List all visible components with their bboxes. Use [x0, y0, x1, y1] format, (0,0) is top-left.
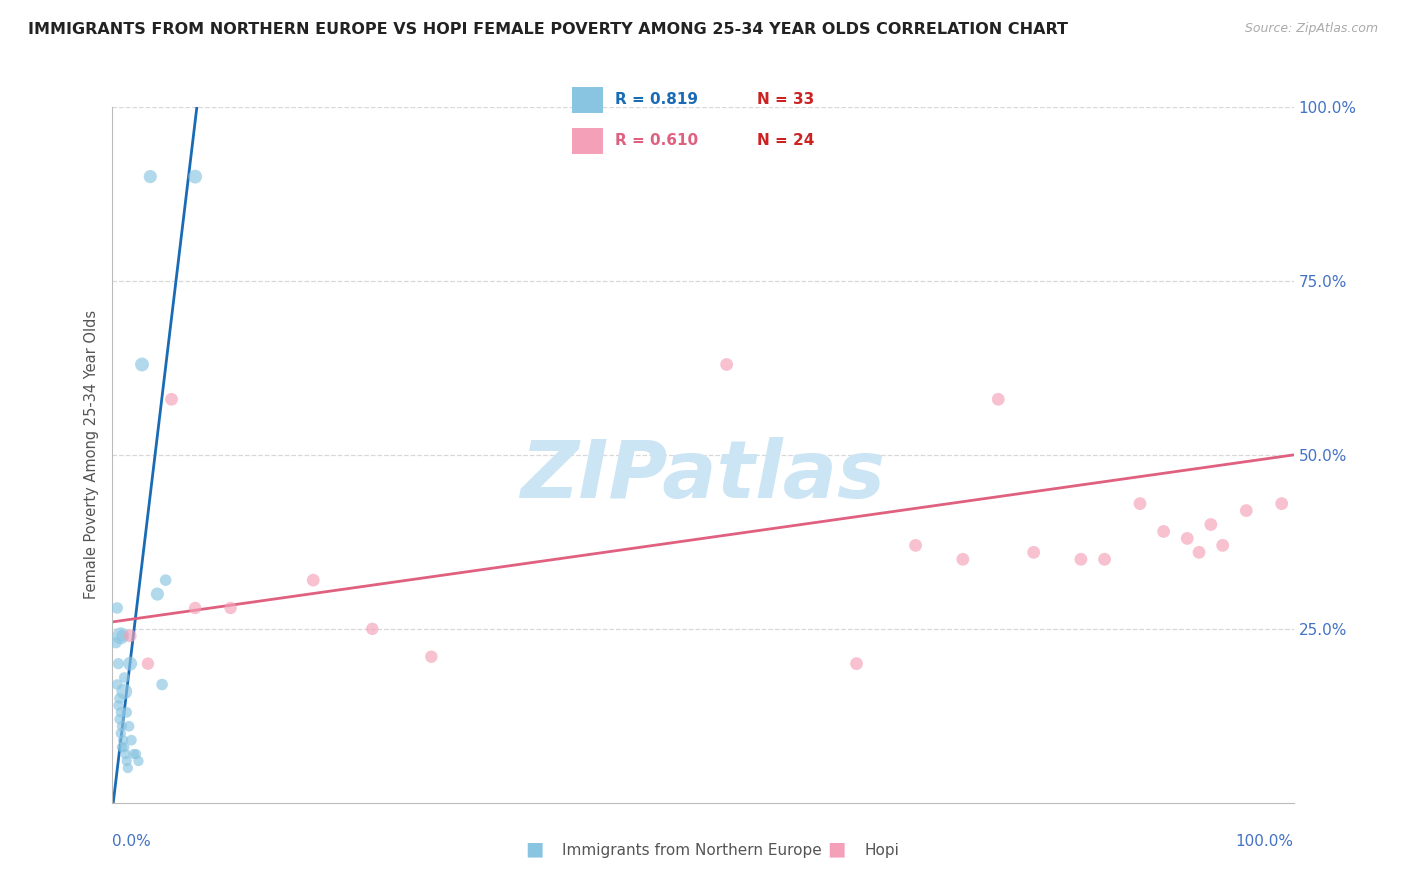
- Point: [160, 392, 183, 407]
- Point: [716, 358, 738, 372]
- Point: [131, 358, 153, 372]
- Text: ZIPatlas: ZIPatlas: [520, 437, 886, 515]
- Text: N = 24: N = 24: [758, 134, 814, 148]
- Point: [1188, 545, 1211, 559]
- Point: [115, 754, 138, 768]
- Text: 100.0%: 100.0%: [1236, 834, 1294, 849]
- Text: R = 0.610: R = 0.610: [614, 134, 699, 148]
- Point: [150, 677, 173, 691]
- Point: [111, 719, 134, 733]
- Point: [105, 636, 128, 650]
- Point: [120, 733, 142, 747]
- Bar: [572, 87, 603, 113]
- Point: [302, 573, 325, 587]
- Point: [1199, 517, 1222, 532]
- Point: [1022, 545, 1045, 559]
- Text: IMMIGRANTS FROM NORTHERN EUROPE VS HOPI FEMALE POVERTY AMONG 25-34 YEAR OLDS COR: IMMIGRANTS FROM NORTHERN EUROPE VS HOPI …: [28, 22, 1069, 37]
- Point: [122, 747, 145, 761]
- Text: N = 33: N = 33: [758, 93, 814, 107]
- Text: ■: ■: [827, 839, 846, 858]
- Text: 0.0%: 0.0%: [112, 834, 152, 849]
- Point: [1094, 552, 1116, 566]
- Point: [111, 629, 134, 643]
- Point: [127, 754, 149, 768]
- Point: [125, 747, 148, 761]
- Point: [112, 684, 135, 698]
- Point: [361, 622, 384, 636]
- Point: [904, 538, 927, 552]
- Text: R = 0.819: R = 0.819: [614, 93, 697, 107]
- Point: [952, 552, 974, 566]
- Text: Source: ZipAtlas.com: Source: ZipAtlas.com: [1244, 22, 1378, 36]
- Point: [1212, 538, 1234, 552]
- Bar: [572, 128, 603, 154]
- Point: [155, 573, 177, 587]
- Point: [184, 601, 207, 615]
- Point: [118, 719, 141, 733]
- Point: [117, 761, 139, 775]
- Point: [107, 698, 129, 713]
- Point: [1271, 497, 1294, 511]
- Text: ■: ■: [524, 839, 544, 858]
- Y-axis label: Female Poverty Among 25-34 Year Olds: Female Poverty Among 25-34 Year Olds: [84, 310, 100, 599]
- Point: [1070, 552, 1092, 566]
- Point: [146, 587, 169, 601]
- Point: [845, 657, 868, 671]
- Point: [105, 677, 128, 691]
- Point: [1153, 524, 1175, 539]
- Point: [1234, 503, 1257, 517]
- Point: [115, 706, 138, 720]
- Point: [987, 392, 1010, 407]
- Point: [420, 649, 443, 664]
- Point: [108, 712, 131, 726]
- Point: [112, 733, 135, 747]
- Point: [110, 629, 132, 643]
- Point: [107, 657, 129, 671]
- Point: [114, 747, 136, 761]
- Point: [105, 601, 128, 615]
- Point: [1129, 497, 1152, 511]
- Point: [219, 601, 242, 615]
- Point: [1175, 532, 1198, 546]
- Point: [120, 629, 142, 643]
- Point: [110, 706, 132, 720]
- Point: [112, 740, 135, 755]
- Point: [108, 691, 131, 706]
- Point: [111, 740, 134, 755]
- Point: [110, 726, 132, 740]
- Point: [184, 169, 207, 184]
- Text: Hopi: Hopi: [865, 843, 900, 858]
- Point: [120, 657, 142, 671]
- Point: [136, 657, 159, 671]
- Point: [112, 671, 135, 685]
- Text: Immigrants from Northern Europe: Immigrants from Northern Europe: [562, 843, 823, 858]
- Point: [139, 169, 162, 184]
